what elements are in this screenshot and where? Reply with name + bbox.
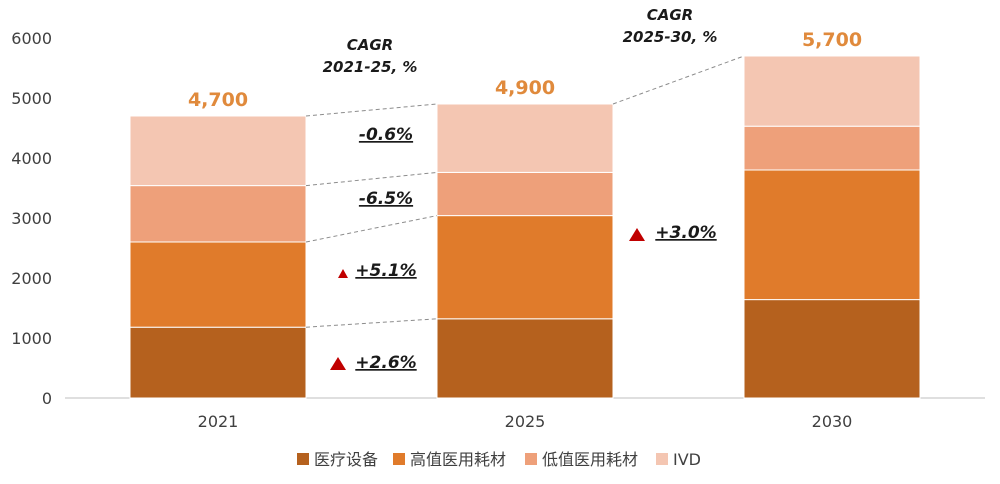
connector-line bbox=[305, 171, 438, 187]
legend-label-high-value-consumables: 高值医用耗材 bbox=[410, 450, 506, 469]
legend-swatch-high-value-consumables bbox=[393, 453, 405, 465]
x-axis: 2021 2025 2030 bbox=[198, 412, 853, 431]
bar-segment bbox=[129, 115, 307, 187]
bar-segment bbox=[436, 103, 614, 173]
y-tick-label: 2000 bbox=[11, 269, 52, 288]
up-arrow-icon bbox=[629, 228, 645, 241]
legend: 医疗设备 高值医用耗材 低值医用耗材 IVD bbox=[297, 450, 701, 469]
total-label: 5,700 bbox=[802, 29, 862, 51]
x-tick-label: 2021 bbox=[198, 412, 239, 431]
bar-segment bbox=[743, 55, 921, 127]
bar-segment bbox=[436, 171, 614, 217]
bar-segment bbox=[436, 318, 614, 399]
legend-label-medical-equipment: 医疗设备 bbox=[314, 450, 378, 469]
bar-segment bbox=[129, 241, 307, 328]
cagr-2021-25-title-line2: 2021-25, % bbox=[323, 58, 418, 76]
y-tick-label: 6000 bbox=[11, 29, 52, 48]
cagr-high-value-consumables-value: +5.1% bbox=[355, 261, 416, 281]
legend-swatch-ivd bbox=[656, 453, 668, 465]
cagr-ivd-value: -0.6% bbox=[359, 125, 413, 145]
bar-segment bbox=[743, 125, 921, 171]
bar-segment bbox=[743, 299, 921, 399]
bar-segment bbox=[743, 169, 921, 301]
y-tick-label: 4000 bbox=[11, 149, 52, 168]
connector-line bbox=[305, 215, 438, 243]
x-tick-label: 2030 bbox=[812, 412, 853, 431]
legend-swatch-low-value-consumables bbox=[525, 453, 537, 465]
bar-segment bbox=[129, 326, 307, 399]
connector-line bbox=[612, 55, 745, 105]
connector-line bbox=[305, 103, 438, 117]
cagr-connector-lines bbox=[305, 55, 745, 328]
x-tick-label: 2025 bbox=[505, 412, 546, 431]
legend-label-ivd: IVD bbox=[673, 450, 701, 469]
cagr-2025-30-title-line2: 2025-30, % bbox=[623, 28, 718, 46]
cagr-2025-30-title-line1: CAGR bbox=[647, 6, 693, 24]
total-label: 4,900 bbox=[495, 77, 555, 99]
cagr-medical-equipment-value: +2.6% bbox=[355, 353, 416, 373]
connector-line bbox=[305, 318, 438, 328]
total-labels: 4,700 4,900 5,700 bbox=[188, 29, 862, 111]
up-arrow-icon bbox=[330, 357, 346, 370]
y-tick-label: 5000 bbox=[11, 89, 52, 108]
cagr-2021-25-title-line1: CAGR bbox=[347, 36, 393, 54]
cagr-2025-30-value: +3.0% bbox=[655, 223, 716, 243]
bar-segment bbox=[129, 185, 307, 243]
total-label: 4,700 bbox=[188, 89, 248, 111]
y-tick-label: 3000 bbox=[11, 209, 52, 228]
legend-label-low-value-consumables: 低值医用耗材 bbox=[542, 450, 638, 469]
cagr-low-value-consumables-value: -6.5% bbox=[359, 189, 413, 209]
bars bbox=[129, 55, 921, 399]
y-tick-label: 1000 bbox=[11, 329, 52, 348]
legend-swatch-medical-equipment bbox=[297, 453, 309, 465]
y-tick-label: 0 bbox=[42, 389, 52, 408]
bar-segment bbox=[436, 215, 614, 320]
up-arrow-icon bbox=[338, 269, 348, 278]
